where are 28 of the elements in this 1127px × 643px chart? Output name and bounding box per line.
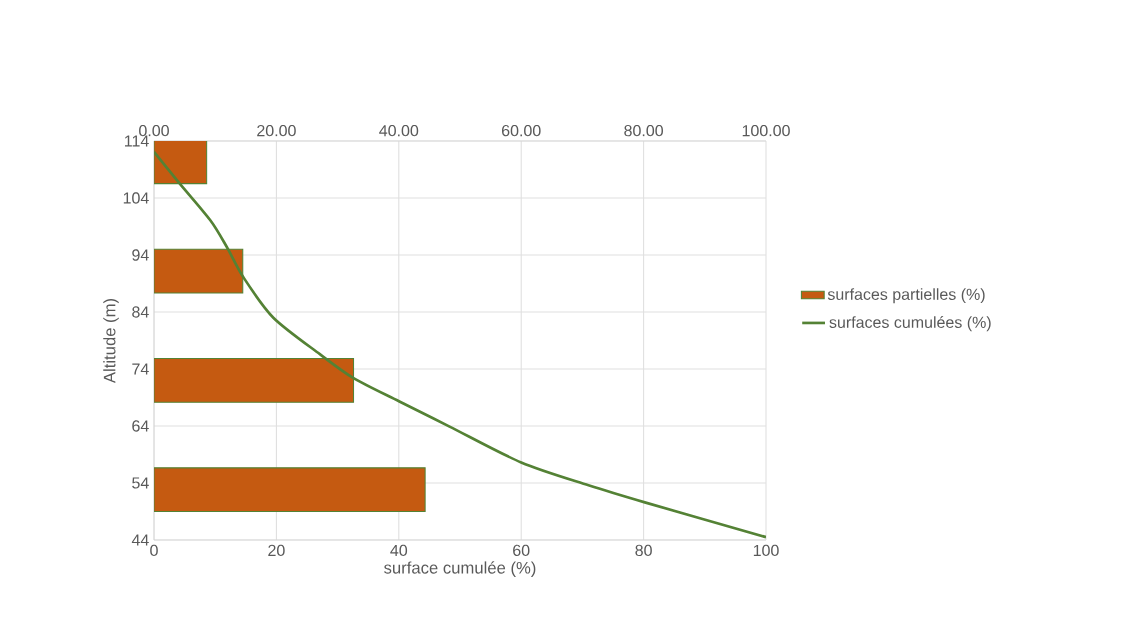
y-tick-label: 74 — [132, 363, 149, 375]
x-tick-label: 60.00 — [502, 124, 541, 137]
legend-label: surfaces partielles (%) — [827, 288, 985, 304]
x-tick-label: 20.00 — [257, 124, 296, 137]
x-axis-title: surface cumulée (%) — [384, 561, 536, 577]
x-tick-label: 0.00 — [139, 124, 169, 137]
x-tick-label: 20 — [268, 544, 285, 557]
bar — [154, 467, 426, 513]
x-tick-label: 100.00 — [742, 124, 790, 137]
y-tick-label: 64 — [132, 420, 149, 432]
y-tick-label: 104 — [123, 192, 149, 204]
bar — [154, 248, 244, 294]
x-tick-label: 40 — [390, 544, 408, 557]
x-tick-label: 80.00 — [624, 124, 664, 137]
y-tick-label: 94 — [132, 249, 149, 261]
legend-label: surfaces cumulées (%) — [829, 316, 991, 332]
x-tick-label: 100 — [753, 544, 779, 557]
x-tick-label: 40.00 — [379, 124, 419, 137]
x-tick-label: 0 — [150, 544, 158, 557]
y-axis-title: Altitude (m) — [103, 298, 119, 384]
y-tick-label: 54 — [132, 477, 149, 489]
y-tick-label: 44 — [131, 534, 149, 546]
bar — [154, 141, 208, 185]
bar — [154, 358, 355, 403]
x-tick-label: 60 — [513, 544, 530, 557]
y-tick-label: 114 — [125, 135, 149, 147]
x-tick-label: 80 — [635, 544, 652, 557]
y-tick-label: 84 — [132, 306, 149, 318]
